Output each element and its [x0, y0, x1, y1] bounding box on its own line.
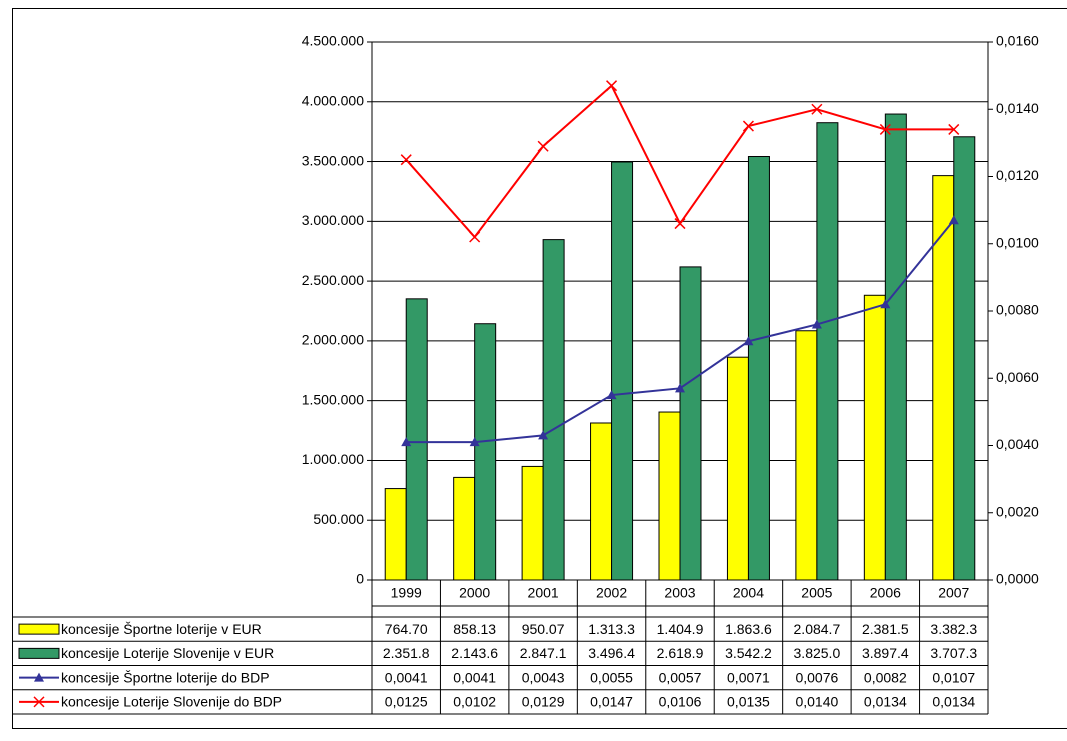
- legend-label: koncesije Športne loterije v EUR: [61, 621, 262, 637]
- bar: [727, 357, 748, 580]
- legend-key: [19, 648, 59, 658]
- bar: [885, 114, 906, 580]
- legend-label: koncesije Športne loterije do BDP: [61, 669, 270, 685]
- table-value: 0,0041: [453, 669, 496, 685]
- y2-tick-label: 0,0100: [996, 234, 1039, 250]
- table-value: 3.496.4: [588, 645, 635, 661]
- x-tick-label: 2007: [938, 585, 969, 601]
- table-value: 0,0106: [659, 694, 702, 710]
- table-value: 0,0135: [727, 694, 770, 710]
- table-value: 0,0134: [864, 694, 907, 710]
- y-tick-label: 1.000.000: [302, 451, 364, 467]
- bar: [864, 295, 885, 580]
- bar: [954, 137, 975, 580]
- bar: [454, 477, 475, 580]
- table-value: 0,0043: [522, 669, 565, 685]
- x-tick-label: 2002: [596, 585, 627, 601]
- table-value: 0,0125: [385, 694, 428, 710]
- bar: [680, 267, 701, 580]
- bar: [522, 466, 543, 580]
- table-value: 3.707.3: [930, 645, 977, 661]
- y-tick-label: 1.500.000: [302, 391, 364, 407]
- legend-label: koncesije Loterije Slovenije v EUR: [61, 645, 274, 661]
- bar: [748, 157, 769, 580]
- y-tick-label: 2.000.000: [302, 332, 364, 348]
- table-value: 2.143.6: [451, 645, 498, 661]
- y2-tick-label: 0,0140: [996, 100, 1039, 116]
- bar: [543, 240, 564, 580]
- table-value: 0,0102: [453, 694, 496, 710]
- y2-tick-label: 0,0040: [996, 436, 1039, 452]
- table-value: 2.351.8: [383, 645, 430, 661]
- bar: [659, 412, 680, 580]
- table-value: 2.084.7: [794, 621, 841, 637]
- table-value: 0,0082: [864, 669, 907, 685]
- y-tick-label: 500.000: [313, 511, 364, 527]
- table-value: 0,0107: [932, 669, 975, 685]
- y2-tick-label: 0,0060: [996, 369, 1039, 385]
- table-value: 950.07: [522, 621, 565, 637]
- table-value: 2.381.5: [862, 621, 909, 637]
- y-tick-label: 3.000.000: [302, 212, 364, 228]
- table-value: 3.897.4: [862, 645, 909, 661]
- legend-label: koncesije Loterije Slovenije do BDP: [61, 694, 282, 710]
- table-value: 1.313.3: [588, 621, 635, 637]
- legend-key: [19, 624, 59, 634]
- table-value: 0,0140: [795, 694, 838, 710]
- table-value: 2.618.9: [657, 645, 704, 661]
- y-tick-label: 2.500.000: [302, 272, 364, 288]
- y2-tick-label: 0,0080: [996, 302, 1039, 318]
- y-tick-label: 0: [356, 571, 364, 587]
- y2-tick-label: 0,0000: [996, 571, 1039, 587]
- table-value: 1.863.6: [725, 621, 772, 637]
- table-value: 0,0147: [590, 694, 633, 710]
- x-tick-label: 2003: [664, 585, 695, 601]
- table-value: 3.382.3: [930, 621, 977, 637]
- y-tick-label: 4.500.000: [302, 33, 364, 49]
- x-tick-label: 2006: [870, 585, 901, 601]
- table-value: 0,0057: [659, 669, 702, 685]
- bar: [796, 331, 817, 580]
- table-value: 0,0134: [932, 694, 975, 710]
- x-tick-label: 2001: [528, 585, 559, 601]
- bar: [385, 489, 406, 580]
- bar: [612, 162, 633, 580]
- table-value: 764.70: [385, 621, 428, 637]
- y2-tick-label: 0,0120: [996, 167, 1039, 183]
- table-value: 1.404.9: [657, 621, 704, 637]
- table-value: 0,0041: [385, 669, 428, 685]
- table-value: 0,0129: [522, 694, 565, 710]
- table-value: 858.13: [453, 621, 496, 637]
- bar: [475, 324, 496, 580]
- x-tick-label: 2000: [459, 585, 490, 601]
- bar: [817, 123, 838, 580]
- table-value: 0,0055: [590, 669, 633, 685]
- y2-tick-label: 0,0020: [996, 503, 1039, 519]
- table-value: 0,0076: [795, 669, 838, 685]
- x-tick-label: 1999: [391, 585, 422, 601]
- y-tick-label: 3.500.000: [302, 152, 364, 168]
- table-value: 2.847.1: [520, 645, 567, 661]
- y2-tick-label: 0,0160: [996, 33, 1039, 49]
- bar: [406, 299, 427, 580]
- table-value: 3.825.0: [794, 645, 841, 661]
- bar: [933, 176, 954, 580]
- table-value: 3.542.2: [725, 645, 772, 661]
- x-tick-label: 2005: [801, 585, 832, 601]
- y-tick-label: 4.000.000: [302, 92, 364, 108]
- x-tick-label: 2004: [733, 585, 764, 601]
- table-value: 0,0071: [727, 669, 770, 685]
- bar: [591, 423, 612, 580]
